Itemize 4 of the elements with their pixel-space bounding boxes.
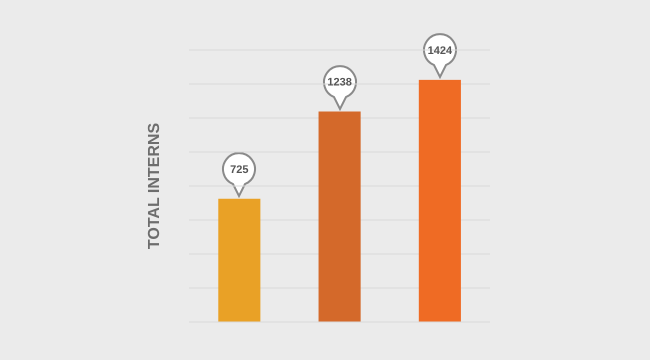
data-label: 725 bbox=[230, 164, 249, 176]
data-label: 1424 bbox=[428, 44, 453, 57]
y-axis-title: TOTAL INTERNS bbox=[146, 122, 164, 250]
data-label: 1238 bbox=[327, 76, 352, 89]
